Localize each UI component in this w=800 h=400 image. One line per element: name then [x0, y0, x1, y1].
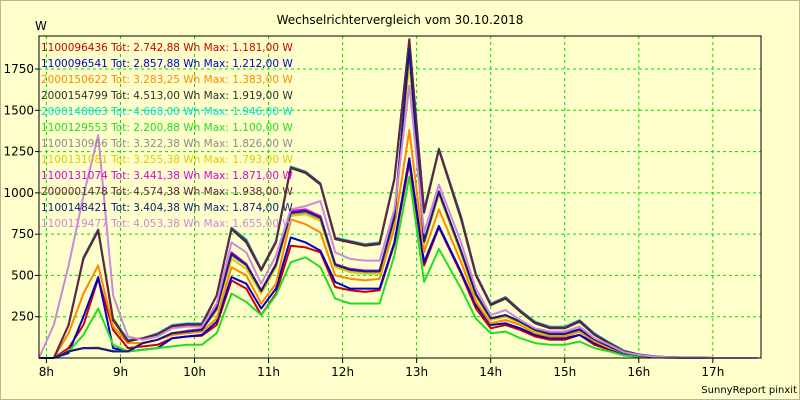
plot-area-border	[38, 35, 762, 359]
y-tick-label: 750	[11, 227, 34, 241]
axis-ticks: 250 500 750 1000 1250 1500 1750 8h 9h 10h 11h 12h 13…	[3, 62, 724, 379]
legend-entry: 2000154799 Tot: 4.513,00 Wh Max: 1.919,0…	[41, 90, 293, 102]
x-tick-label: 12h	[331, 365, 354, 379]
legend-entry: 2000148863 Tot: 4.668,00 Wh Max: 1.946,0…	[41, 106, 293, 118]
legend-entry: 1100129553 Tot: 2.200,88 Wh Max: 1.100,0…	[41, 122, 293, 134]
legend-entry: 2000001478 Tot: 4.574,38 Wh Max: 1.938,0…	[41, 186, 293, 198]
x-tick-label: 9h	[113, 365, 128, 379]
x-tick-label: 8h	[39, 365, 54, 379]
series-lines	[38, 38, 758, 359]
legend-entry: 1100148421 Tot: 3.404,38 Wh Max: 1.874,0…	[41, 202, 293, 214]
y-tick-label: 250	[11, 310, 34, 324]
x-tick-label: 15h	[553, 365, 576, 379]
footer-credit: SunnyReport pinxit	[701, 385, 797, 396]
legend-entry: 1100119477 Tot: 4.053,38 Wh Max: 1.655,0…	[41, 218, 293, 230]
series-line-6	[39, 175, 758, 359]
x-tick-label: 14h	[479, 365, 502, 379]
x-tick-label: 17h	[701, 365, 724, 379]
legend-entry: 2000150622 Tot: 3.283,25 Wh Max: 1.383,0…	[41, 74, 293, 86]
y-tick-label: 1250	[3, 145, 34, 159]
y-tick-label: 1000	[3, 186, 34, 200]
x-tick-label: 11h	[257, 365, 280, 379]
legend-entry: 1100130966 Tot: 3.322,38 Wh Max: 1.826,0…	[41, 138, 293, 150]
legend-entry: 1100096436 Tot: 2.742,88 Wh Max: 1.181,0…	[41, 42, 293, 54]
series-line-12	[38, 84, 758, 359]
x-tick-label: 10h	[183, 365, 206, 379]
y-axis-label: W	[35, 19, 47, 33]
x-tick-label: 13h	[405, 365, 428, 379]
legend-entry: 1100131081 Tot: 3.255,38 Wh Max: 1.793,0…	[41, 154, 293, 166]
chart-title: Wechselrichtervergleich vom 30.10.2018	[277, 13, 524, 27]
legend-entry: 1100131074 Tot: 3.441,38 Wh Max: 1.871,0…	[41, 170, 293, 182]
y-tick-label: 1750	[3, 62, 34, 76]
y-tick-label: 1500	[3, 103, 34, 117]
x-tick-label: 16h	[627, 365, 650, 379]
legend: 1100096436 Tot: 2.742,88 Wh Max: 1.181,0…	[41, 42, 293, 230]
legend-entry: 1100096541 Tot: 2.857,88 Wh Max: 1.212,0…	[41, 58, 293, 70]
y-tick-label: 500	[11, 268, 34, 282]
grid-lines	[39, 36, 761, 358]
